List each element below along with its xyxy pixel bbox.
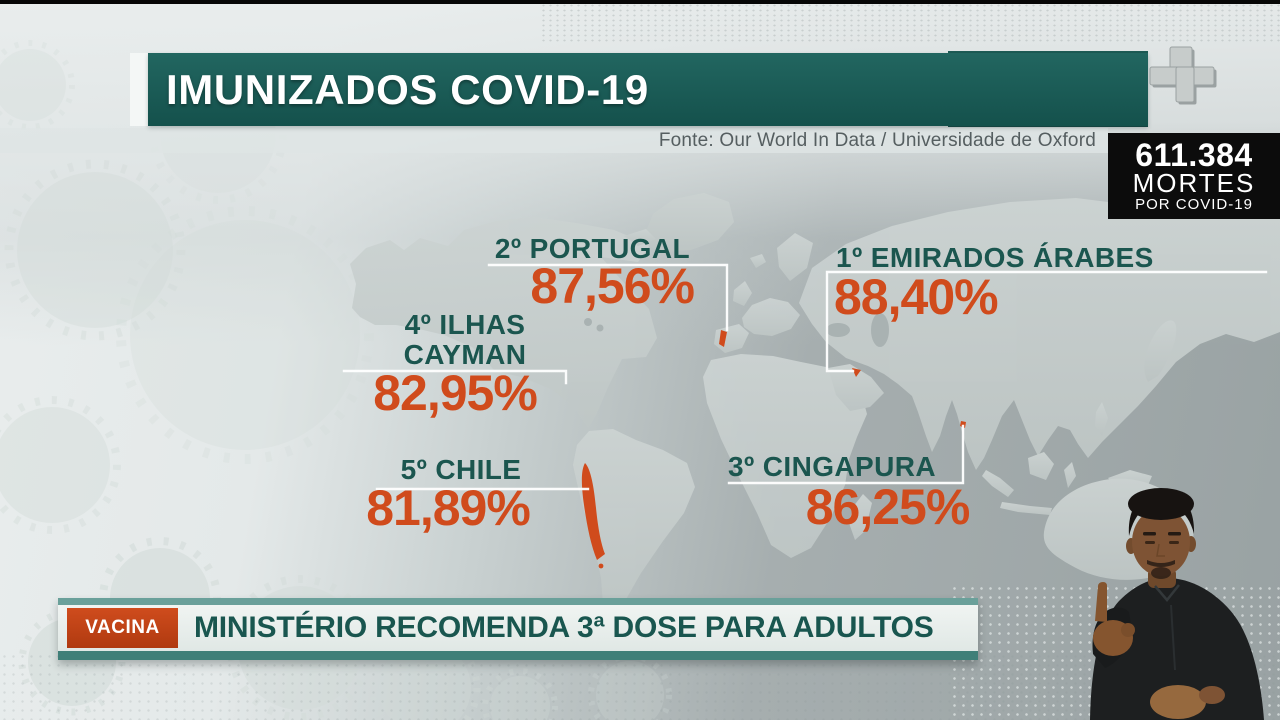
country-value-portugal: 87,56%: [530, 258, 695, 314]
island-borneo: [1028, 452, 1054, 480]
country-label-cingapura: 3º CINGAPURA: [728, 451, 936, 482]
death-sublabel: POR COVID-19: [1135, 195, 1253, 213]
interpreter-nose: [1156, 543, 1165, 557]
island-greenland: [642, 193, 734, 252]
ticker-top-edge: [58, 598, 978, 605]
country-label-chile: 5º CHILE: [400, 454, 522, 485]
source-band: Fonte: Our World In Data / Universidade …: [0, 128, 1108, 153]
ticker-tag-label: VACINA: [85, 617, 160, 638]
island-madagascar: [849, 494, 872, 540]
region-iberia: [714, 324, 749, 353]
continent-africa: [703, 354, 867, 558]
inland-waters: [584, 313, 889, 347]
interpreter-thumb: [1121, 623, 1135, 637]
interpreter-collar: [1154, 584, 1180, 602]
interpreter-placket: [1170, 604, 1176, 671]
interpreter-hair-top: [1128, 488, 1194, 520]
interpreter-mustache: [1147, 560, 1175, 567]
death-counter: 611.384 MORTES POR COVID-19: [1108, 133, 1280, 219]
tv-cultura-plus-icon: [1149, 46, 1217, 105]
interpreter-torso: [1090, 578, 1264, 720]
source-text: Fonte: Our World In Data / Universidade …: [658, 129, 1096, 151]
country-value-emirados: 88,40%: [834, 269, 999, 325]
highlight-chile-tip: [598, 563, 604, 569]
region-europe: [742, 298, 800, 336]
country-value-chile: 81,89%: [366, 480, 531, 536]
leader-line-emirados: [825, 270, 1268, 373]
death-label: MORTES: [1132, 167, 1256, 198]
country-label-emirados: 1º EMIRADOS ÁRABES: [836, 242, 1154, 273]
region-arabia: [828, 364, 884, 411]
ticker-bottom-edge: [58, 651, 978, 660]
continent-north-america: [350, 217, 657, 457]
arctic-islands: [624, 229, 656, 246]
ticker-body: VACINA MINISTÉRIO RECOMENDA 3ª DOSE PARA…: [58, 605, 978, 651]
island-sumatra: [982, 470, 1014, 497]
continent-south-america: [573, 429, 695, 612]
interpreter-right-hand: [1199, 686, 1225, 704]
leader-line-portugal: [487, 263, 729, 332]
island-uk: [733, 281, 752, 306]
ticker-headline: MINISTÉRIO RECOMENDA 3ª DOSE PARA ADULTO…: [194, 611, 934, 644]
highlight-uae: [852, 368, 861, 377]
highlight-singapore: [960, 421, 966, 428]
sign-language-interpreter: [1090, 488, 1264, 720]
country-label-cayman: 4º ILHAS CAYMAN: [403, 309, 527, 370]
halftone-dots-top: [540, 3, 1280, 43]
interpreter-goatee: [1151, 567, 1171, 579]
top-banner: IMUNIZADOS COVID-19: [148, 53, 1148, 126]
page-title: IMUNIZADOS COVID-19: [166, 65, 649, 113]
island-java: [1000, 502, 1052, 515]
island-philippines: [1095, 402, 1108, 436]
country-value-cingapura: 86,25%: [805, 479, 971, 535]
ticker-tag: VACINA: [67, 608, 178, 648]
highlight-portugal: [719, 330, 727, 347]
island-iceland: [750, 254, 766, 268]
news-ticker: VACINA MINISTÉRIO RECOMENDA 3ª DOSE PARA…: [58, 598, 978, 660]
leader-line-cayman: [342, 369, 568, 385]
island-japan: [1144, 320, 1177, 382]
banner-accent-bar: [130, 53, 148, 126]
highlight-chile: [581, 463, 605, 560]
letterbox-strip: [0, 0, 1280, 4]
country-value-cayman: 82,95%: [373, 365, 538, 421]
continent-asia: [799, 198, 1280, 470]
interpreter-face: [1132, 508, 1190, 576]
region-scandinavia: [777, 233, 813, 281]
interpreter-waist-hand: [1150, 685, 1206, 719]
leader-line-cingapura: [727, 424, 965, 485]
country-label-portugal: 2º PORTUGAL: [494, 233, 690, 264]
island-sulawesi: [1064, 462, 1076, 488]
virus-illustrations: [0, 40, 672, 720]
death-count: 611.384: [1135, 136, 1253, 173]
interpreter-index-finger: [1095, 582, 1107, 622]
